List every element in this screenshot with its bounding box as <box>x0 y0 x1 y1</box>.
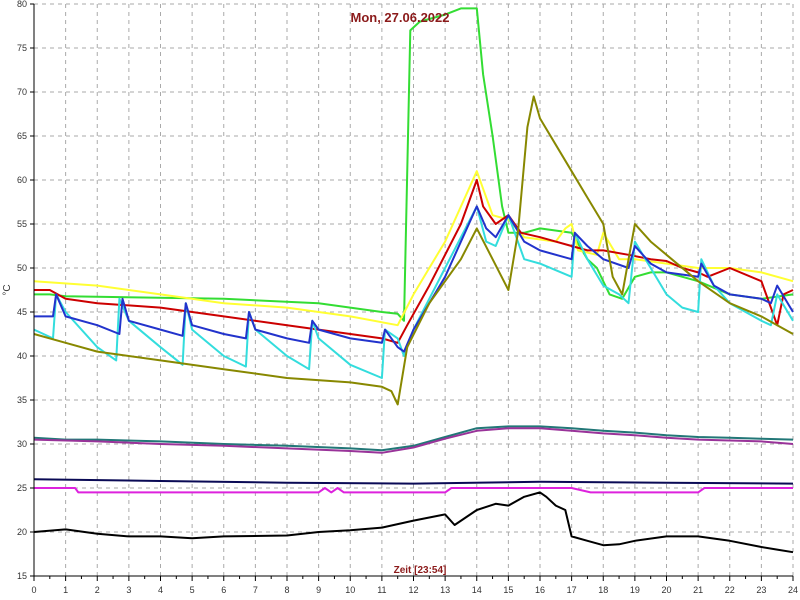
series-line-1 <box>34 7 794 322</box>
y-tick-label: 15 <box>17 571 27 581</box>
y-tick-label: 70 <box>17 87 27 97</box>
y-tick-label: 25 <box>17 483 27 493</box>
x-tick-label: 15 <box>503 585 513 595</box>
y-tick-label: 60 <box>17 175 27 185</box>
y-tick-label: 30 <box>17 439 27 449</box>
x-tick-label: 23 <box>756 585 766 595</box>
x-tick-label: 2 <box>95 585 100 595</box>
y-tick-label: 80 <box>17 0 27 9</box>
x-tick-label: 6 <box>221 585 226 595</box>
y-axis-label: °C <box>2 284 13 295</box>
x-tick-label: 20 <box>661 585 671 595</box>
x-tick-label: 21 <box>693 585 703 595</box>
series-line-7 <box>33 425 794 452</box>
y-tick-label: 40 <box>17 351 27 361</box>
x-tick-label: 14 <box>472 585 482 595</box>
x-tick-label: 9 <box>316 585 321 595</box>
series-line-6 <box>33 95 794 406</box>
series-line-2 <box>33 170 794 327</box>
y-tick-label: 20 <box>17 527 27 537</box>
x-tick-label: 16 <box>535 585 545 595</box>
series-line-10 <box>34 487 793 494</box>
x-tick-label: 4 <box>158 585 163 595</box>
y-tick-label: 50 <box>17 263 27 273</box>
x-tick-label: 13 <box>440 585 450 595</box>
axes <box>30 3 794 581</box>
chart-title: Mon, 27.06.2022 <box>351 10 450 25</box>
x-tick-label: 22 <box>725 585 735 595</box>
x-tick-label: 0 <box>31 585 36 595</box>
grid <box>34 3 794 576</box>
y-tick-label: 45 <box>17 307 27 317</box>
series-line-8 <box>33 427 794 454</box>
x-tick-label: 3 <box>126 585 131 595</box>
series-layer <box>33 7 794 554</box>
x-tick-label: 1 <box>63 585 68 595</box>
x-tick-label: 24 <box>788 585 798 595</box>
x-tick-label: 18 <box>598 585 608 595</box>
x-tick-label: 19 <box>630 585 640 595</box>
x-tick-label: 8 <box>284 585 289 595</box>
x-tick-label: 17 <box>567 585 577 595</box>
x-axis-label: Zeit [23:54] <box>394 565 447 576</box>
x-tick-label: 11 <box>377 585 386 595</box>
x-tick-label: 5 <box>190 585 195 595</box>
y-tick-label: 35 <box>17 395 27 405</box>
series-line-9 <box>33 478 794 485</box>
x-tick-label: 10 <box>345 585 355 595</box>
y-tick-label: 75 <box>17 43 27 53</box>
series-line-11 <box>33 491 794 554</box>
x-tick-label: 12 <box>408 585 418 595</box>
y-tick-label: 65 <box>17 131 27 141</box>
x-tick-label: 7 <box>253 585 258 595</box>
series-line-5 <box>34 205 794 353</box>
y-tick-label: 55 <box>17 219 27 229</box>
